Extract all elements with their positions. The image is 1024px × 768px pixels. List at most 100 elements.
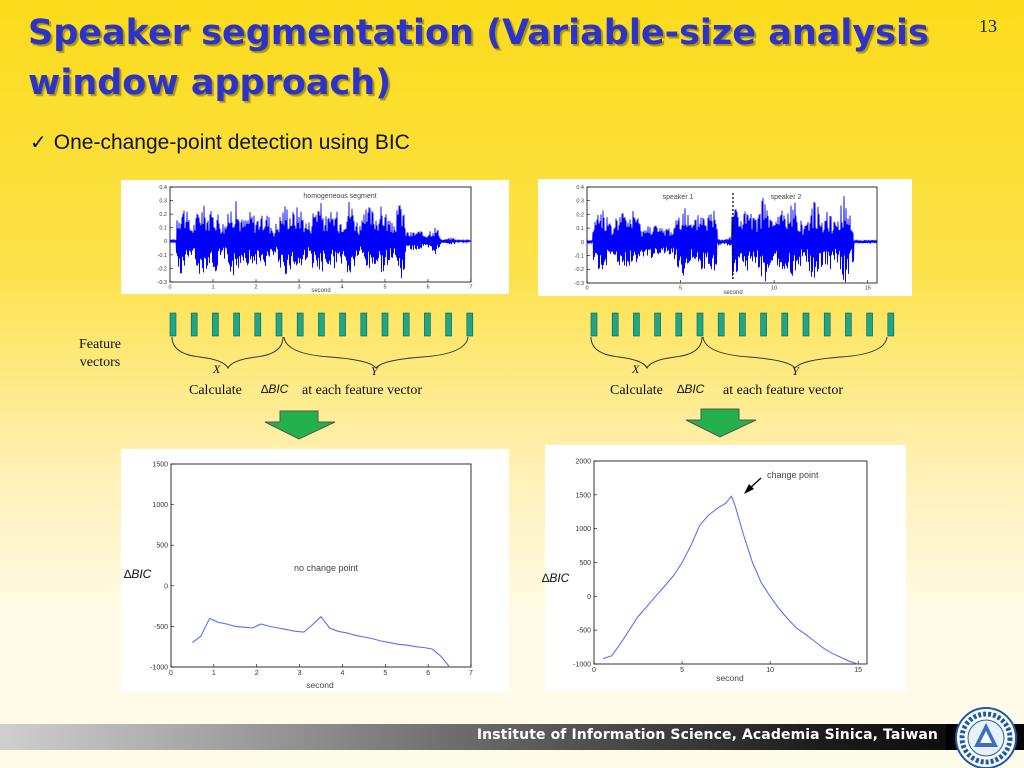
- bic-left-xtick-label: 5: [383, 670, 387, 677]
- checkmark-icon: ✓: [30, 130, 47, 154]
- feature-vector: [233, 312, 240, 337]
- down-arrow-icon: [264, 410, 336, 440]
- waveform-left-svg: 0 1 2 3 4 5 6 7 0.4 0.3 0.2 0.1 0 -0.1 -0.2 -0.3 homoge…: [158, 185, 473, 294]
- waveform-two-speakers: 0 5 10 15 0.4 0.3 0.2 0.1 0 -0.1 -0.2 -0.3 speaker …: [538, 179, 912, 296]
- feature-vector: [739, 312, 746, 337]
- bic-left-xtick-label: 2: [255, 670, 259, 677]
- bic-left-ytick-label: 1000: [152, 502, 168, 509]
- bic-left-frame: [170, 463, 472, 668]
- down-arrow-icon: [685, 408, 757, 438]
- y-label-left: Y: [371, 364, 378, 378]
- waveform-left-xtick-label: 7: [469, 285, 472, 291]
- bic-left-xtick-label: 7: [469, 670, 473, 677]
- feature-vector: [823, 312, 831, 337]
- bic-left-ytick-label: 0: [164, 583, 168, 590]
- feature-vector: [360, 312, 368, 337]
- feature-vector: [696, 312, 704, 337]
- waveform-left-frame: [169, 186, 472, 283]
- waveform-right-xtick-label: 5: [679, 286, 682, 292]
- bullet-item: ✓ One-change-point detection using BIC: [30, 130, 410, 155]
- waveform-right-xtick-label: 0: [585, 286, 588, 292]
- waveform-left-xlabel: second: [311, 288, 330, 294]
- brace-x-right: [590, 336, 703, 370]
- delta-bic-label-left: ∆BIC: [261, 382, 289, 396]
- waveform-left-signal: [169, 201, 472, 279]
- feature-vector: [590, 312, 598, 337]
- waveform-left-ytick-label: 0: [164, 239, 167, 245]
- bic-right-ytick-label: -500: [577, 628, 591, 635]
- waveform-left-ytick-label: -0.2: [158, 266, 167, 272]
- bic-left-xtick-label: 3: [298, 670, 302, 677]
- feature-vector: [802, 312, 810, 337]
- bic-plot-right-svg: 0 5 10 15 2000 1500 1000 500 0 -500 -1000 change p…: [573, 458, 868, 683]
- feature-vector: [781, 312, 789, 337]
- bic-left-ylabel: ∆BIC: [124, 567, 152, 581]
- bic-right-xtick-label: 5: [680, 667, 684, 674]
- waveform-right-ytick-label: -0.2: [575, 267, 584, 273]
- waveform-left-xtick-label: 5: [383, 285, 386, 291]
- feature-vector: [275, 312, 283, 337]
- bic-left-xtick-label: 0: [169, 670, 173, 677]
- bic-left-xtick-label: 4: [340, 670, 344, 677]
- feature-vector: [760, 312, 767, 337]
- speaker-1-label: speaker 1: [663, 194, 694, 201]
- bic-plot-change: 0 5 10 15 2000 1500 1000 500 0 -500 -1000 change p…: [545, 445, 906, 690]
- feature-vector: [845, 312, 852, 337]
- calculate-label-left: Calculate: [189, 383, 242, 398]
- feature-vector: [402, 312, 410, 337]
- feature-vector: [318, 312, 325, 337]
- feature-vectors-right: [590, 312, 895, 337]
- calculate-label-right: Calculate: [610, 383, 663, 398]
- waveform-left-ytick-label: -0.1: [158, 253, 167, 259]
- feature-vector: [466, 312, 474, 337]
- footer-bar: Institute of Information Science, Academ…: [0, 724, 1024, 750]
- waveform-left-ytick-label: 0.3: [159, 198, 167, 204]
- annotation-arrow-icon: [744, 477, 762, 494]
- bic-right-ytick-label: 1000: [575, 526, 591, 533]
- waveform-right-xtick-label: 15: [865, 286, 871, 292]
- bic-left-xlabel: second: [306, 680, 334, 690]
- no-change-point-annotation: no change point: [294, 563, 359, 573]
- waveform-left-ytick-label: 0.1: [159, 226, 167, 232]
- at-each-label-right: at each feature vector: [723, 383, 844, 398]
- bic-curve-left: [192, 615, 451, 668]
- x-label-right: X: [632, 362, 640, 376]
- feature-vectors-left: [169, 312, 474, 337]
- waveform-left-xtick-label: 0: [168, 285, 171, 291]
- waveform-right-xlabel: second: [723, 290, 742, 296]
- feature-vector: [424, 312, 431, 337]
- waveform-left-xtick-label: 3: [297, 285, 300, 291]
- bic-left-xtick-label: 6: [426, 670, 430, 677]
- bic-right-frame: [593, 460, 868, 665]
- bic-curve-right: [602, 495, 859, 665]
- bic-left-ytick-label: -500: [154, 624, 168, 631]
- waveform-left-xtick-label: 2: [254, 285, 257, 291]
- bic-right-xtick-label: 10: [766, 667, 774, 674]
- brace-x-left: [171, 336, 284, 370]
- feature-vector: [190, 312, 198, 337]
- feature-vector: [381, 312, 389, 337]
- waveform-right-ytick-label: 0.1: [576, 226, 584, 232]
- page-number: 13: [979, 16, 997, 36]
- waveform-left-ytick-label: 0.2: [159, 212, 167, 218]
- delta-bic-label-right: ∆BIC: [677, 382, 705, 396]
- waveform-right-ytick-label: 0.4: [576, 185, 584, 191]
- bic-right-ytick-label: 1500: [575, 492, 591, 499]
- feature-vector: [339, 312, 346, 337]
- waveform-homogeneous: 0 1 2 3 4 5 6 7 0.4 0.3 0.2 0.1 0 -0.1 -0.2 -0.3 homoge…: [121, 180, 509, 294]
- feature-vector: [254, 312, 262, 337]
- change-point-annotation: change point: [767, 470, 819, 480]
- feature-vector: [445, 312, 452, 337]
- y-label-right: Y: [792, 364, 799, 378]
- waveform-left-ytick-label: 0.4: [159, 185, 167, 191]
- feature-vector: [866, 312, 873, 337]
- bic-left-ytick-label: 500: [156, 543, 168, 550]
- slide-title: Speaker segmentation (Variable-size anal…: [28, 13, 929, 103]
- bic-right-ytick-label: 0: [587, 594, 591, 601]
- feature-vector: [654, 312, 661, 337]
- waveform-right-svg: 0 5 10 15 0.4 0.3 0.2 0.1 0 -0.1 -0.2 -0.3 speaker …: [575, 185, 878, 296]
- feature-vector: [212, 312, 219, 337]
- waveform-left-xtick-label: 6: [426, 285, 429, 291]
- bic-left-ytick-label: 1500: [152, 461, 168, 468]
